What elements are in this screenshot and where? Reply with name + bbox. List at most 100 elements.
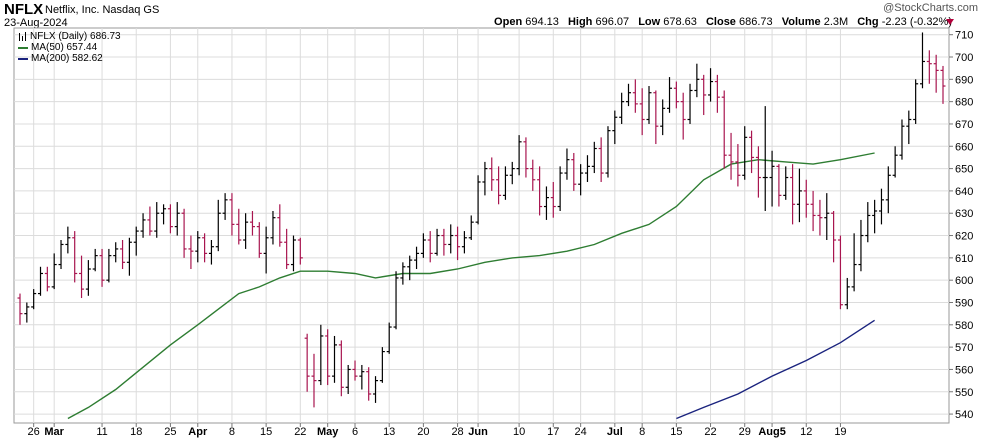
y-tick-label: 670: [955, 119, 973, 131]
ohlc-bar: [92, 248, 98, 272]
x-tick-label: 20: [417, 426, 429, 438]
x-tick-label: Jul: [607, 426, 623, 438]
ma200-swatch: [18, 57, 28, 60]
ohlc-bar: [851, 233, 857, 292]
ohlc-bar: [639, 88, 645, 136]
chart-header: NFLX Netflix, Inc. Nasdaq GS 23-Aug-2024…: [0, 0, 990, 30]
ohlc-bar: [831, 210, 837, 263]
ohlc-bar: [892, 146, 898, 178]
ohlc-bar: [783, 166, 789, 200]
ohlc-bar: [796, 168, 802, 223]
ohlc-bar: [174, 202, 180, 236]
ohlc-bar: [475, 175, 481, 225]
ohlc-bar: [906, 110, 912, 145]
ohlc-bar: [776, 164, 782, 207]
x-tick-label: 13: [383, 426, 395, 438]
ohlc-bar: [256, 222, 262, 258]
x-tick-label: 8: [639, 426, 645, 438]
legend-ma50: MA(50) 657.44: [18, 42, 121, 53]
ohlc-bar: [680, 92, 686, 140]
ohlc-bar: [687, 83, 693, 124]
legend-price: NFLX (Daily) 686.73: [18, 31, 121, 42]
ohlc-bar: [386, 322, 392, 354]
ohlc-bar: [24, 302, 30, 323]
chart-date: 23-Aug-2024: [4, 17, 68, 29]
ohlc-bar: [44, 266, 50, 292]
ohlc-bar: [858, 219, 864, 272]
ohlc-bar: [366, 367, 372, 401]
ohlc-bar: [352, 360, 358, 381]
ohlc-bar: [243, 213, 249, 249]
legend-ma200: MA(200) 582.62: [18, 53, 121, 64]
ohlc-bar: [332, 335, 338, 383]
ohlc-bar: [605, 126, 611, 178]
ohlc-bar: [701, 74, 707, 116]
ohlc-bar: [509, 161, 515, 185]
low-value: 678.63: [663, 16, 697, 28]
y-tick-label: 700: [955, 52, 973, 64]
ohlc-bar: [913, 79, 919, 124]
y-tick-label: 630: [955, 208, 973, 220]
ohlc-bar: [359, 364, 365, 390]
x-tick-label: 24: [575, 426, 587, 438]
ohlc-bar: [51, 253, 57, 290]
x-tick-label: 28: [451, 426, 463, 438]
ohlc-bar: [318, 324, 324, 386]
y-tick-label: 680: [955, 97, 973, 109]
down-arrow-icon: [946, 19, 954, 25]
y-tick-label: 550: [955, 387, 973, 399]
plot-frame: [13, 27, 950, 424]
ohlc-bar: [502, 166, 508, 200]
ohlc-bar: [325, 329, 331, 386]
ohlc-bar: [803, 179, 809, 218]
ohlc-bar: [113, 242, 119, 263]
ohlc-bar: [379, 347, 385, 383]
ohlc-bar: [455, 226, 461, 261]
ohlc-bar: [844, 277, 850, 310]
ohlc-bar: [489, 157, 495, 191]
copyright-label: @StockCharts.com: [883, 2, 978, 14]
ohlc-bar: [564, 148, 570, 180]
ohlc-bar: [708, 68, 714, 102]
ohlc-bar: [598, 137, 604, 182]
y-tick-label: 600: [955, 275, 973, 287]
ohlc-bar: [154, 202, 160, 238]
x-tick-label: 19: [834, 426, 846, 438]
ohlc-bar: [38, 266, 44, 296]
ohlc-bar: [427, 231, 433, 263]
x-tick-label: 26: [28, 426, 40, 438]
ohlc-bar: [31, 289, 37, 310]
ohlc-bar: [407, 255, 413, 281]
ohlc-bar: [126, 237, 132, 276]
chg-label: Chg: [857, 16, 879, 28]
y-tick-label: 540: [955, 409, 973, 421]
ohlc-bar: [277, 204, 283, 247]
company-name: Netflix, Inc. Nasdaq GS: [45, 4, 160, 16]
ohlc-bar: [311, 353, 317, 408]
y-tick-label: 660: [955, 141, 973, 153]
ohlc-bar: [222, 193, 228, 220]
ohlc-bar: [208, 240, 214, 265]
ohlc-bar: [817, 199, 823, 236]
ohlc-bar: [673, 81, 679, 109]
chg-value: -2.23 (-0.32%): [881, 16, 952, 28]
legend-price-label: NFLX (Daily) 686.73: [30, 31, 121, 42]
x-tick-label: Apr: [188, 426, 208, 438]
ohlc-bar: [619, 92, 625, 124]
ohlc-bar: [229, 193, 235, 236]
ohlc-bar: [878, 188, 884, 225]
ohlc-bar: [523, 137, 529, 178]
ohlc-bar: [338, 340, 344, 397]
close-value: 686.73: [739, 16, 773, 28]
ohlc-bar: [195, 231, 201, 263]
ma50-line: [67, 152, 875, 420]
ohlc-bar: [612, 110, 618, 145]
ohlc-bar: [714, 74, 720, 113]
ohlc-bar: [290, 235, 296, 272]
ohlc-bar: [297, 237, 303, 265]
y-tick-label: 650: [955, 164, 973, 176]
low-label: Low: [638, 16, 661, 28]
ohlc-bar: [762, 106, 768, 211]
high-value: 696.07: [595, 16, 630, 28]
